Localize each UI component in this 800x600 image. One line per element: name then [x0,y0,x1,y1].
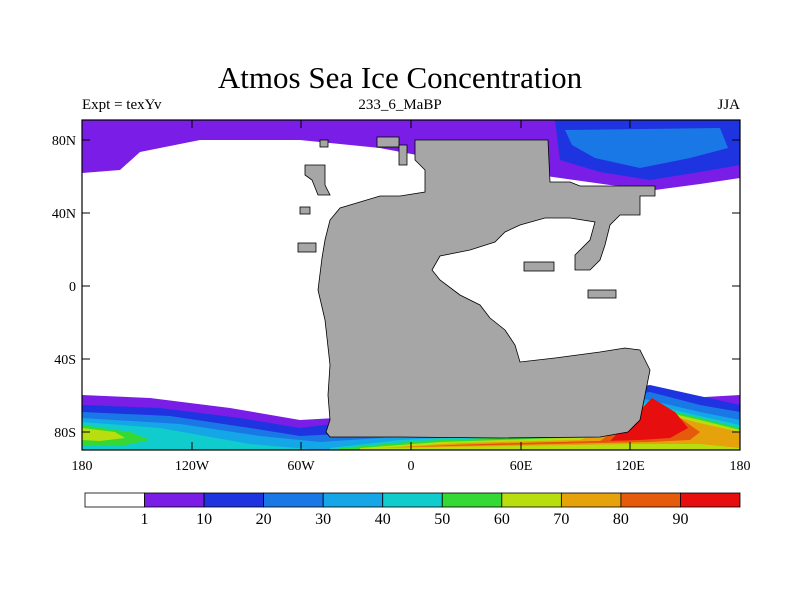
land-island-2 [398,144,408,166]
lon-label-0: 0 [408,459,415,474]
land-island-7 [523,261,555,272]
lat-label-40s: 40S [54,353,76,368]
colorbar-label: 90 [672,511,688,528]
lat-label-0: 0 [69,280,76,295]
land-island-3 [319,139,329,148]
colorbar-label: 40 [375,511,391,528]
colorbar-label: 50 [434,511,450,528]
lat-label-80n: 80N [52,134,76,149]
antarctic-ice-40 [82,422,320,450]
season-label: JJA [717,97,740,113]
colorbar-swatch [441,492,503,508]
colorbar-label: 30 [315,511,331,528]
colorbar-swatch [263,492,324,508]
map-title: Atmos Sea Ice Concentration [217,60,583,95]
antarctic-ice-90 [420,398,688,446]
land-island-5 [299,206,311,215]
colorbar-label: 20 [256,511,272,528]
colorbar-label: 60 [494,511,510,528]
land-island-1 [376,136,400,148]
colorbar-swatch [203,492,265,508]
lon-label-180e: 180 [730,459,751,474]
lon-label-60e: 60E [510,459,533,474]
lat-label-80s: 80S [54,426,76,441]
colorbar-swatch [560,492,622,508]
colorbar-label: 80 [613,511,629,528]
colorbar-swatch [501,492,562,508]
colorbar-swatch [322,492,384,508]
experiment-label: Expt = texYv [82,97,162,113]
land-island-4 [304,164,331,196]
colorbar-swatch [144,492,205,508]
antarctic-ice-60 [82,428,125,441]
colorbar-label: 10 [196,511,212,528]
colorbar-label: 1 [141,511,149,528]
land-continent [317,139,656,439]
lon-label-180w: 180 [72,459,93,474]
time-label: 233_6_MaBP [358,97,442,113]
arctic-ice-blue [565,128,728,168]
colorbar-swatch [84,492,145,508]
land-island-8 [587,289,617,299]
colorbar-swatch [680,492,741,508]
lon-label-60w: 60W [287,459,315,474]
colorbar-label: 70 [553,511,569,528]
land-island-6 [297,242,317,253]
lat-label-40n: 40N [52,207,76,222]
ice-field [82,120,740,450]
colorbar-swatch [382,492,443,508]
lon-label-120w: 120W [175,459,210,474]
lat-axis [82,139,740,433]
colorbar-swatch [620,492,681,508]
lon-label-120e: 120E [615,459,645,474]
lon-axis [81,120,631,450]
colorbar: 1 10 20 30 40 50 60 70 80 90 [84,492,741,528]
